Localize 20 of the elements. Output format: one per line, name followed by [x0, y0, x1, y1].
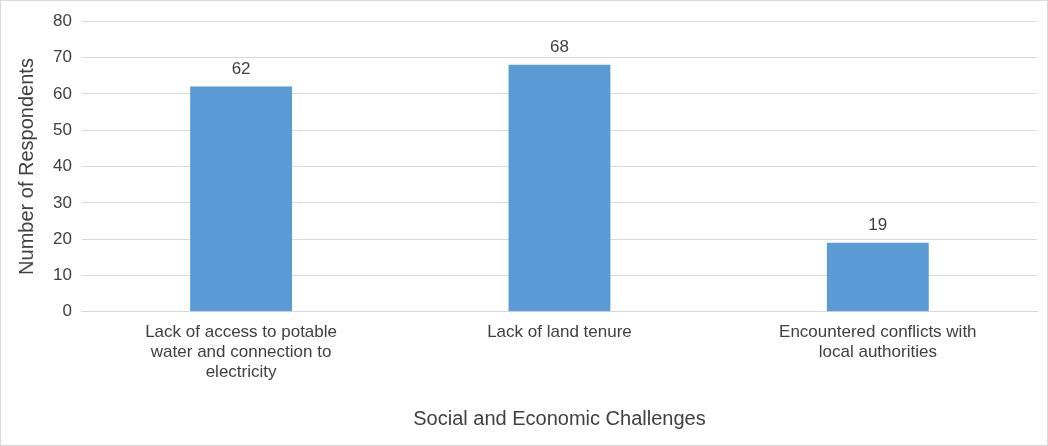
- y-tick-label: 60: [52, 83, 72, 103]
- x-axis-title: Social and Economic Challenges: [413, 406, 706, 429]
- bar: [190, 86, 293, 312]
- bar: [508, 64, 611, 312]
- x-tick-label: Encountered conflicts with local authorities: [779, 321, 977, 362]
- y-tick-label: 70: [52, 47, 72, 67]
- y-tick-label: 40: [52, 156, 72, 176]
- data-label: 19: [868, 214, 888, 234]
- y-tick-label: 80: [52, 10, 72, 30]
- y-tick-label: 50: [52, 119, 72, 139]
- y-tick-label: 30: [52, 192, 72, 212]
- y-tick-label: 10: [52, 265, 72, 285]
- x-tick-label: Lack of land tenure: [487, 321, 632, 341]
- bar: [826, 242, 929, 312]
- y-tick-label: 20: [52, 228, 72, 248]
- data-label: 68: [549, 36, 569, 56]
- y-tick-label: 0: [62, 301, 72, 321]
- data-label: 62: [231, 58, 251, 78]
- y-axis-title: Number of Respondents: [14, 58, 37, 275]
- x-tick-label: Lack of access to potable water and connection to electricity: [145, 321, 338, 382]
